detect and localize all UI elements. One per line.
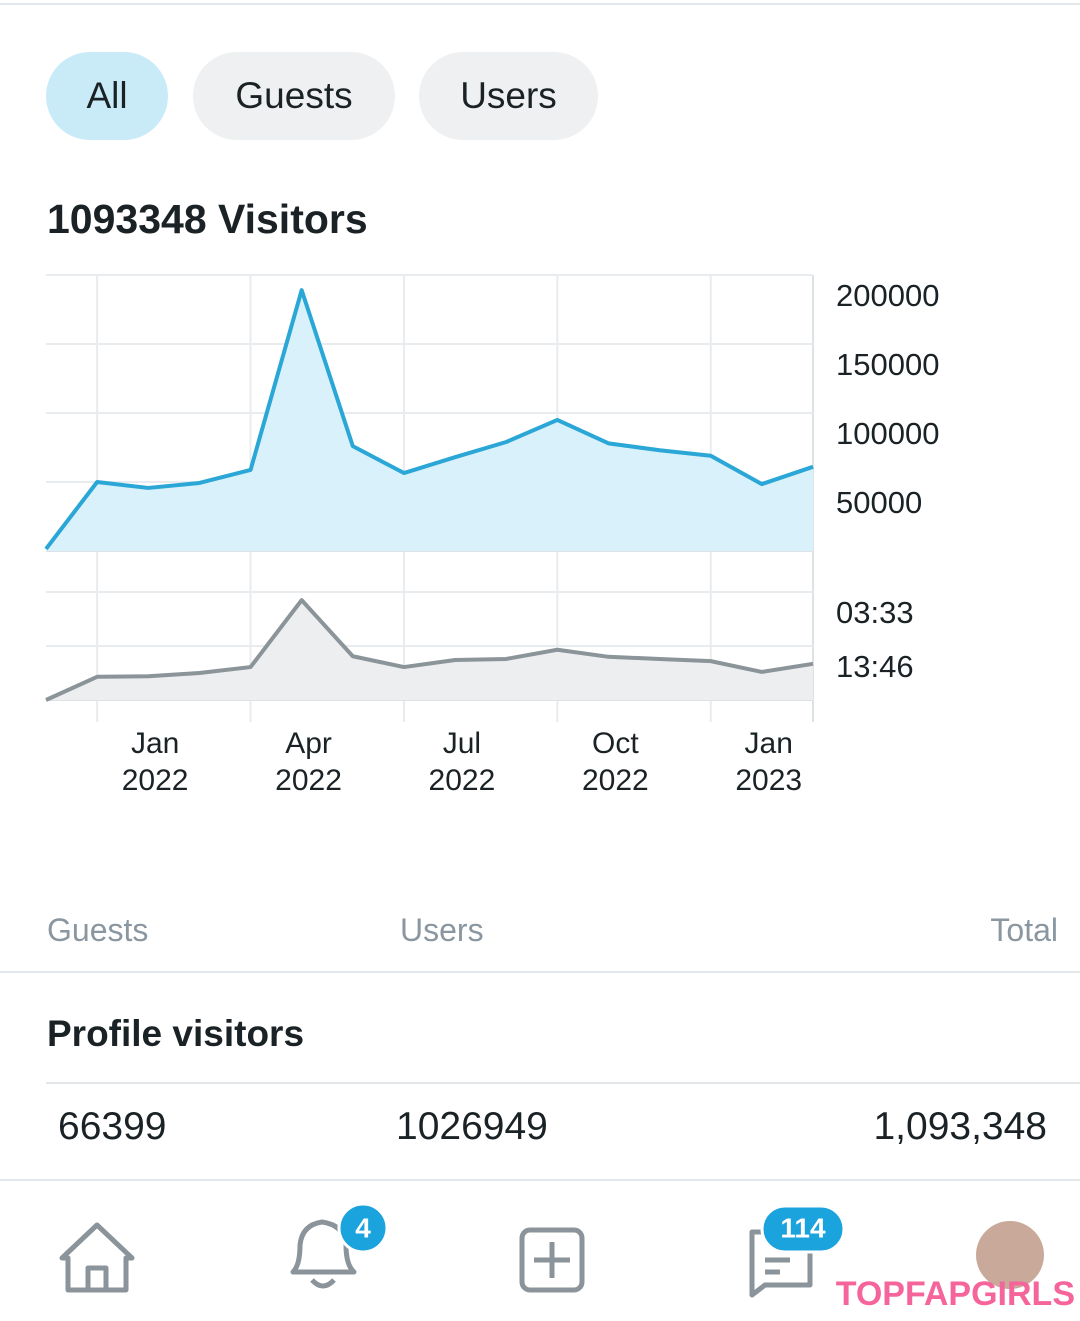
y-tick-label: 13:46 xyxy=(836,649,914,684)
x-tick-label: Jan 2023 xyxy=(735,727,803,797)
badge xyxy=(760,1204,846,1254)
y-tick-label: 150000 xyxy=(836,347,939,382)
divider xyxy=(0,1179,1080,1181)
section-title: Profile visitors xyxy=(47,1013,305,1054)
x-tick-label: Jan 2022 xyxy=(121,727,189,797)
home-icon[interactable] xyxy=(59,1222,135,1293)
title: 1093348 Visitors xyxy=(47,196,368,242)
cell: 66399 xyxy=(58,1105,167,1148)
table-header: Guests xyxy=(47,912,149,948)
x-tick-label: Oct 2022 xyxy=(581,727,649,797)
x-tick-label: Apr 2022 xyxy=(275,727,342,797)
line xyxy=(45,598,814,702)
watermark: TOPFAPGIRLS xyxy=(836,1275,1075,1313)
badge xyxy=(337,1202,389,1254)
y-tick-label: 100000 xyxy=(836,416,939,451)
tab[interactable]: Guests xyxy=(193,52,395,140)
cell: 1,093,348 xyxy=(873,1105,1047,1148)
divider xyxy=(46,1082,1080,1084)
y-tick-label: 200000 xyxy=(836,278,939,313)
bottom-nav: 4 114 TOPFAPGIRLS xyxy=(59,1202,1075,1313)
divider xyxy=(0,971,1080,973)
add-icon-plus xyxy=(534,1242,570,1278)
area xyxy=(46,600,813,700)
area xyxy=(46,290,813,551)
badge-text: 4 xyxy=(355,1212,371,1243)
divider xyxy=(0,3,1080,5)
chart: 200000 150000 100000 50000 03:33 13:46 xyxy=(44,274,939,722)
y-tick-label: 03:33 xyxy=(836,595,914,630)
cell: 1026949 xyxy=(396,1105,548,1148)
table-header: Total xyxy=(990,912,1058,948)
y-tick-label: 50000 xyxy=(836,485,922,520)
bell-icon[interactable] xyxy=(290,1219,357,1289)
table-header: Users xyxy=(400,912,484,948)
tab[interactable]: Users xyxy=(419,52,598,140)
avatar[interactable] xyxy=(976,1221,1044,1289)
line xyxy=(44,288,814,551)
x-tick-label: Jul 2022 xyxy=(428,727,496,797)
add-icon[interactable] xyxy=(519,1227,585,1293)
badge-text: 114 xyxy=(780,1212,826,1243)
tab[interactable]: All xyxy=(46,52,168,140)
